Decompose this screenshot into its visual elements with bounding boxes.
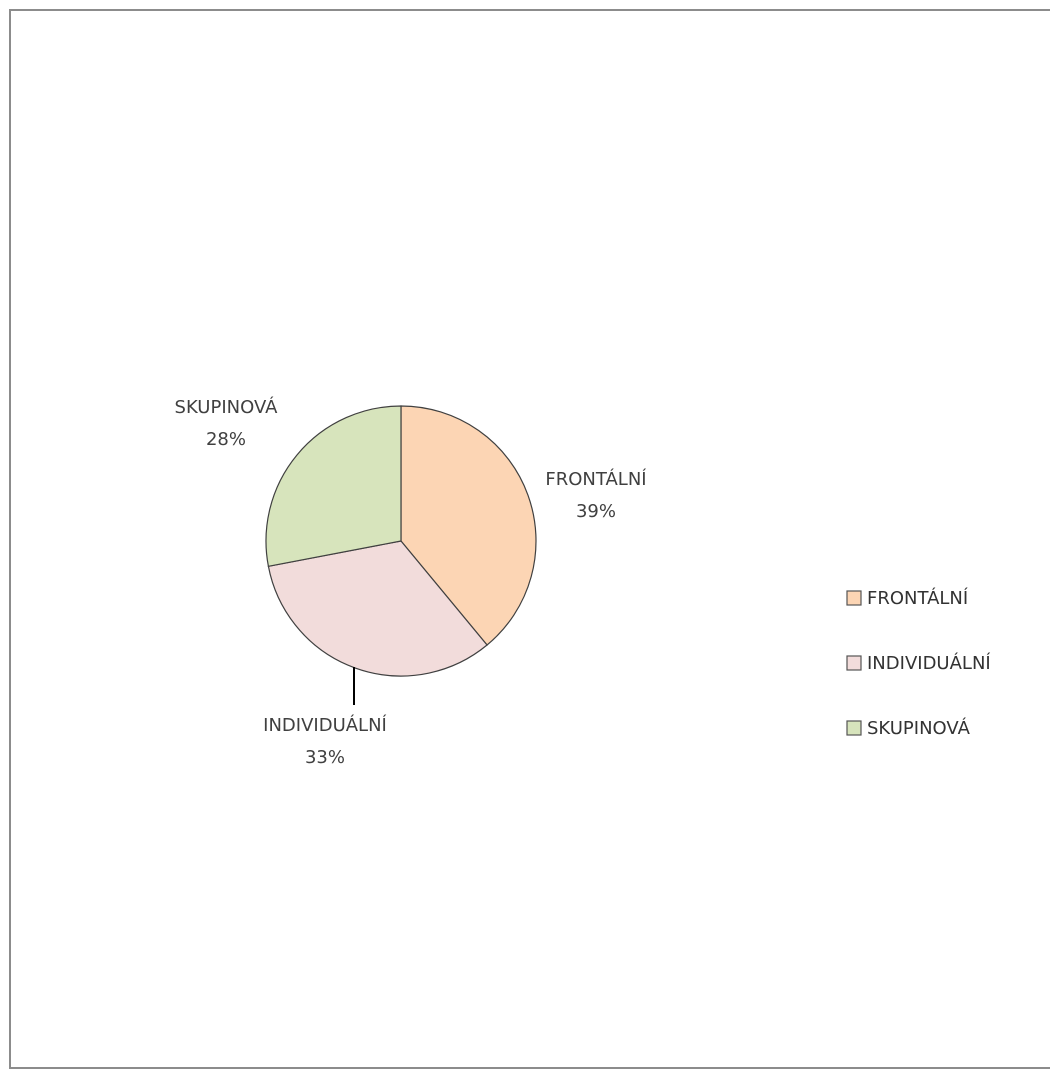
data-label-frontalni-percent: 39% [576, 501, 616, 522]
legend-swatch-frontalni [846, 590, 862, 606]
data-label-individualni: INDIVIDUÁLNÍ 33% [263, 714, 387, 768]
legend-label-frontalni: FRONTÁLNÍ [867, 587, 968, 609]
data-label-individualni-category: INDIVIDUÁLNÍ [263, 714, 387, 736]
legend-label-skupinova: SKUPINOVÁ [867, 717, 971, 739]
data-label-skupinova-category: SKUPINOVÁ [175, 396, 279, 418]
data-label-frontalni: FRONTÁLNÍ 39% [545, 468, 646, 522]
pie-slice-frontalni [400, 405, 537, 646]
pie-slices [265, 405, 537, 677]
pie-slice-individualni [267, 540, 488, 677]
data-label-skupinova: SKUPINOVÁ 28% [175, 396, 279, 450]
legend-swatch-individualni [846, 655, 862, 671]
pie-slice-skupinova [265, 405, 402, 567]
legend-item-frontalni: FRONTÁLNÍ [846, 587, 968, 609]
data-label-frontalni-category: FRONTÁLNÍ [545, 468, 646, 490]
data-label-individualni-percent: 33% [305, 747, 345, 768]
legend-item-individualni: INDIVIDUÁLNÍ [846, 652, 991, 674]
legend-label-individualni: INDIVIDUÁLNÍ [867, 652, 991, 674]
legend-item-skupinova: SKUPINOVÁ [846, 717, 971, 739]
legend-swatch-skupinova [846, 720, 862, 736]
legend: FRONTÁLNÍ INDIVIDUÁLNÍ SKUPINOVÁ [846, 587, 991, 739]
data-label-skupinova-percent: 28% [206, 429, 246, 450]
